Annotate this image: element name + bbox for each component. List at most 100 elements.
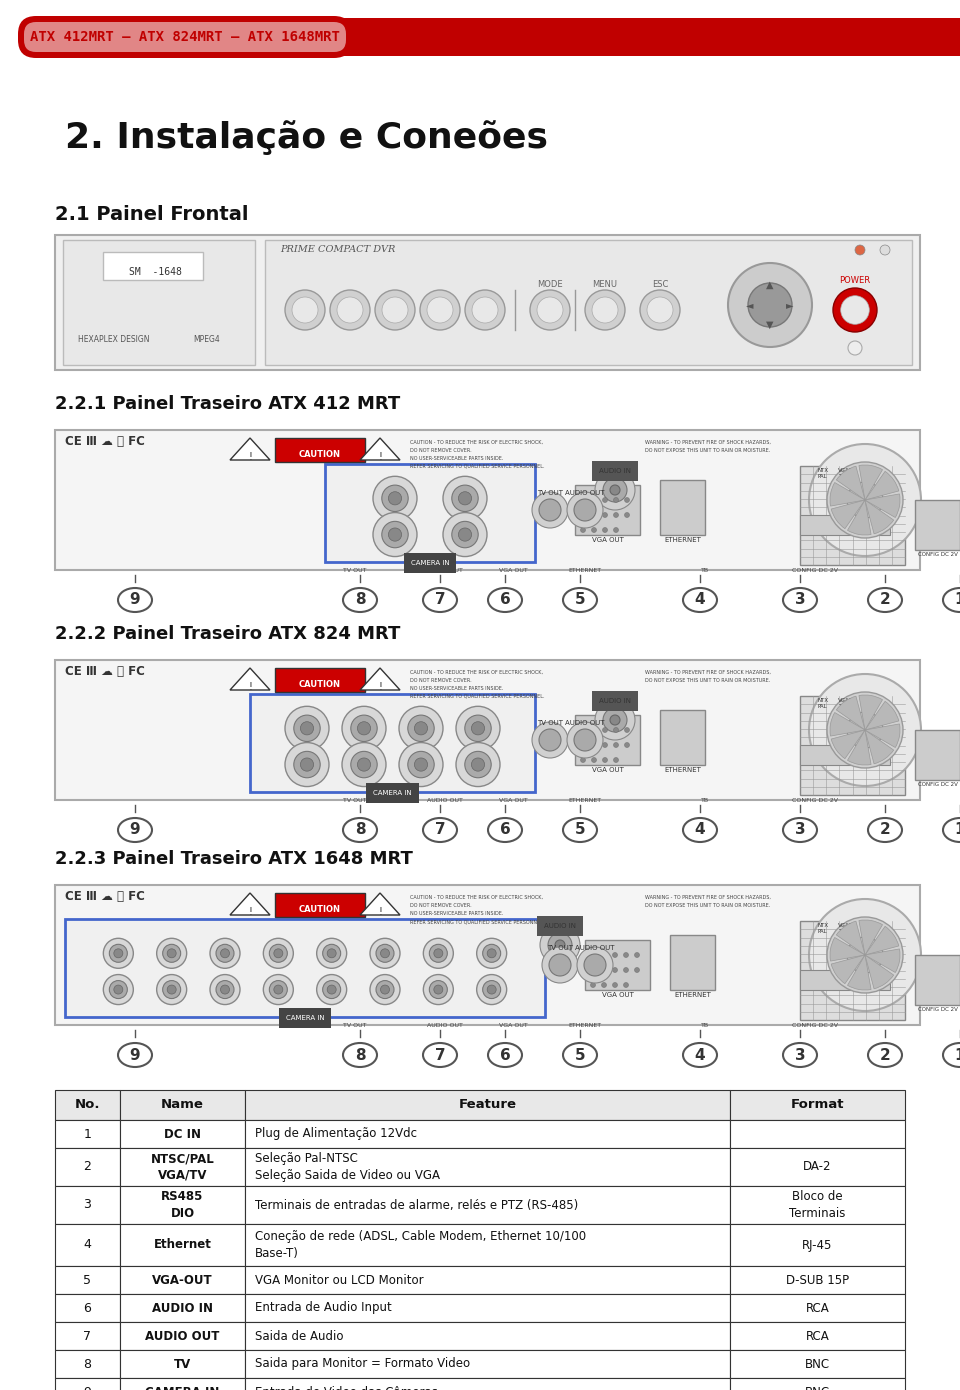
Circle shape xyxy=(603,742,608,748)
Wedge shape xyxy=(836,922,865,955)
Text: Plug de Alimentação 12Vdc: Plug de Alimentação 12Vdc xyxy=(255,1127,417,1141)
Circle shape xyxy=(370,938,400,969)
Bar xyxy=(800,516,890,535)
Wedge shape xyxy=(865,493,900,517)
Circle shape xyxy=(300,721,314,735)
Wedge shape xyxy=(848,500,871,535)
Text: NO USER-SERVICEABLE PARTS INSIDE.: NO USER-SERVICEABLE PARTS INSIDE. xyxy=(410,687,503,691)
Wedge shape xyxy=(859,920,882,955)
Text: ETHERNET: ETHERNET xyxy=(664,767,701,773)
Text: PRIME COMPACT DVR: PRIME COMPACT DVR xyxy=(280,245,396,254)
Circle shape xyxy=(210,974,240,1005)
Circle shape xyxy=(581,758,586,763)
Ellipse shape xyxy=(683,588,717,612)
Text: DA-2: DA-2 xyxy=(804,1161,831,1173)
Circle shape xyxy=(317,974,347,1005)
Text: VGA OUT: VGA OUT xyxy=(498,1023,527,1029)
Circle shape xyxy=(574,499,596,521)
Circle shape xyxy=(574,728,596,751)
Wedge shape xyxy=(859,466,882,500)
Text: RJ-45: RJ-45 xyxy=(803,1238,832,1251)
Circle shape xyxy=(592,297,618,322)
Circle shape xyxy=(104,974,133,1005)
Text: D-SUB 15P: D-SUB 15P xyxy=(786,1273,849,1287)
Text: MPEG4: MPEG4 xyxy=(193,335,220,343)
Text: 5: 5 xyxy=(84,1273,91,1287)
Bar xyxy=(275,438,365,461)
Wedge shape xyxy=(865,926,899,955)
Circle shape xyxy=(590,967,595,973)
Text: !: ! xyxy=(378,682,382,692)
Text: Coneção de rede (ADSL, Cable Modem, Ethernet 10/100
Base-T): Coneção de rede (ADSL, Cable Modem, Ethe… xyxy=(255,1230,587,1259)
Text: 9: 9 xyxy=(130,592,140,607)
Circle shape xyxy=(327,986,336,994)
Bar xyxy=(55,1186,120,1225)
Circle shape xyxy=(585,291,625,329)
Bar xyxy=(245,1377,730,1390)
Circle shape xyxy=(300,758,314,771)
Circle shape xyxy=(350,752,377,778)
Circle shape xyxy=(610,714,620,726)
Text: !: ! xyxy=(248,452,252,461)
Bar xyxy=(55,1266,120,1294)
Text: AUDIO IN: AUDIO IN xyxy=(599,468,631,474)
Bar xyxy=(245,1120,730,1148)
Circle shape xyxy=(542,947,578,983)
Wedge shape xyxy=(831,730,865,759)
Circle shape xyxy=(591,727,596,733)
Circle shape xyxy=(580,505,590,516)
Text: 5: 5 xyxy=(575,823,586,838)
Bar xyxy=(55,1225,120,1266)
Wedge shape xyxy=(830,713,865,737)
Circle shape xyxy=(748,284,792,327)
Text: CAUTION - TO REDUCE THE RISK OF ELECTRIC SHOCK,: CAUTION - TO REDUCE THE RISK OF ELECTRIC… xyxy=(410,670,543,676)
Text: 6: 6 xyxy=(84,1301,91,1315)
Wedge shape xyxy=(865,724,900,748)
Circle shape xyxy=(625,498,630,503)
Text: ►: ► xyxy=(786,300,794,310)
Text: VGA
TV: VGA TV xyxy=(838,923,850,934)
Text: 1: 1 xyxy=(955,823,960,838)
Text: AUDIO IN: AUDIO IN xyxy=(544,923,576,929)
Circle shape xyxy=(591,758,596,763)
Ellipse shape xyxy=(118,817,152,842)
Circle shape xyxy=(647,297,673,322)
Text: VGA OUT: VGA OUT xyxy=(498,798,527,803)
Circle shape xyxy=(427,297,453,322)
Ellipse shape xyxy=(868,1042,902,1068)
Text: 2.1 Painel Frontal: 2.1 Painel Frontal xyxy=(55,204,249,224)
Text: CONFIG DC 2V: CONFIG DC 2V xyxy=(792,1023,838,1029)
Circle shape xyxy=(580,735,590,745)
Circle shape xyxy=(221,949,229,958)
Circle shape xyxy=(327,949,336,958)
Circle shape xyxy=(612,952,617,958)
Ellipse shape xyxy=(488,817,522,842)
Circle shape xyxy=(540,924,580,965)
Wedge shape xyxy=(830,482,865,506)
Text: AUDIO OUT: AUDIO OUT xyxy=(565,491,605,496)
Text: Entrada de Audio Input: Entrada de Audio Input xyxy=(255,1301,392,1315)
Circle shape xyxy=(109,980,128,998)
Circle shape xyxy=(623,967,629,973)
Circle shape xyxy=(602,952,607,958)
Circle shape xyxy=(625,742,630,748)
Text: TV: TV xyxy=(174,1358,191,1371)
Bar xyxy=(55,1120,120,1148)
Circle shape xyxy=(530,291,570,329)
Bar xyxy=(730,1322,905,1350)
Bar xyxy=(730,1148,905,1186)
Text: REFER SERVICING TO QUALIFIED SERVICE PERSONNEL.: REFER SERVICING TO QUALIFIED SERVICE PER… xyxy=(410,464,544,468)
Ellipse shape xyxy=(868,817,902,842)
Wedge shape xyxy=(848,955,871,990)
Text: CONFIG DC 2V: CONFIG DC 2V xyxy=(792,569,838,573)
Text: Saida para Monitor = Formato Video: Saida para Monitor = Formato Video xyxy=(255,1358,470,1371)
Circle shape xyxy=(487,986,496,994)
Text: 7: 7 xyxy=(435,1048,445,1062)
Bar xyxy=(245,1090,730,1120)
Ellipse shape xyxy=(343,1042,377,1068)
Circle shape xyxy=(465,752,492,778)
Circle shape xyxy=(382,297,408,322)
Text: TV OUT: TV OUT xyxy=(537,720,563,726)
Polygon shape xyxy=(230,892,270,915)
Circle shape xyxy=(591,513,596,517)
